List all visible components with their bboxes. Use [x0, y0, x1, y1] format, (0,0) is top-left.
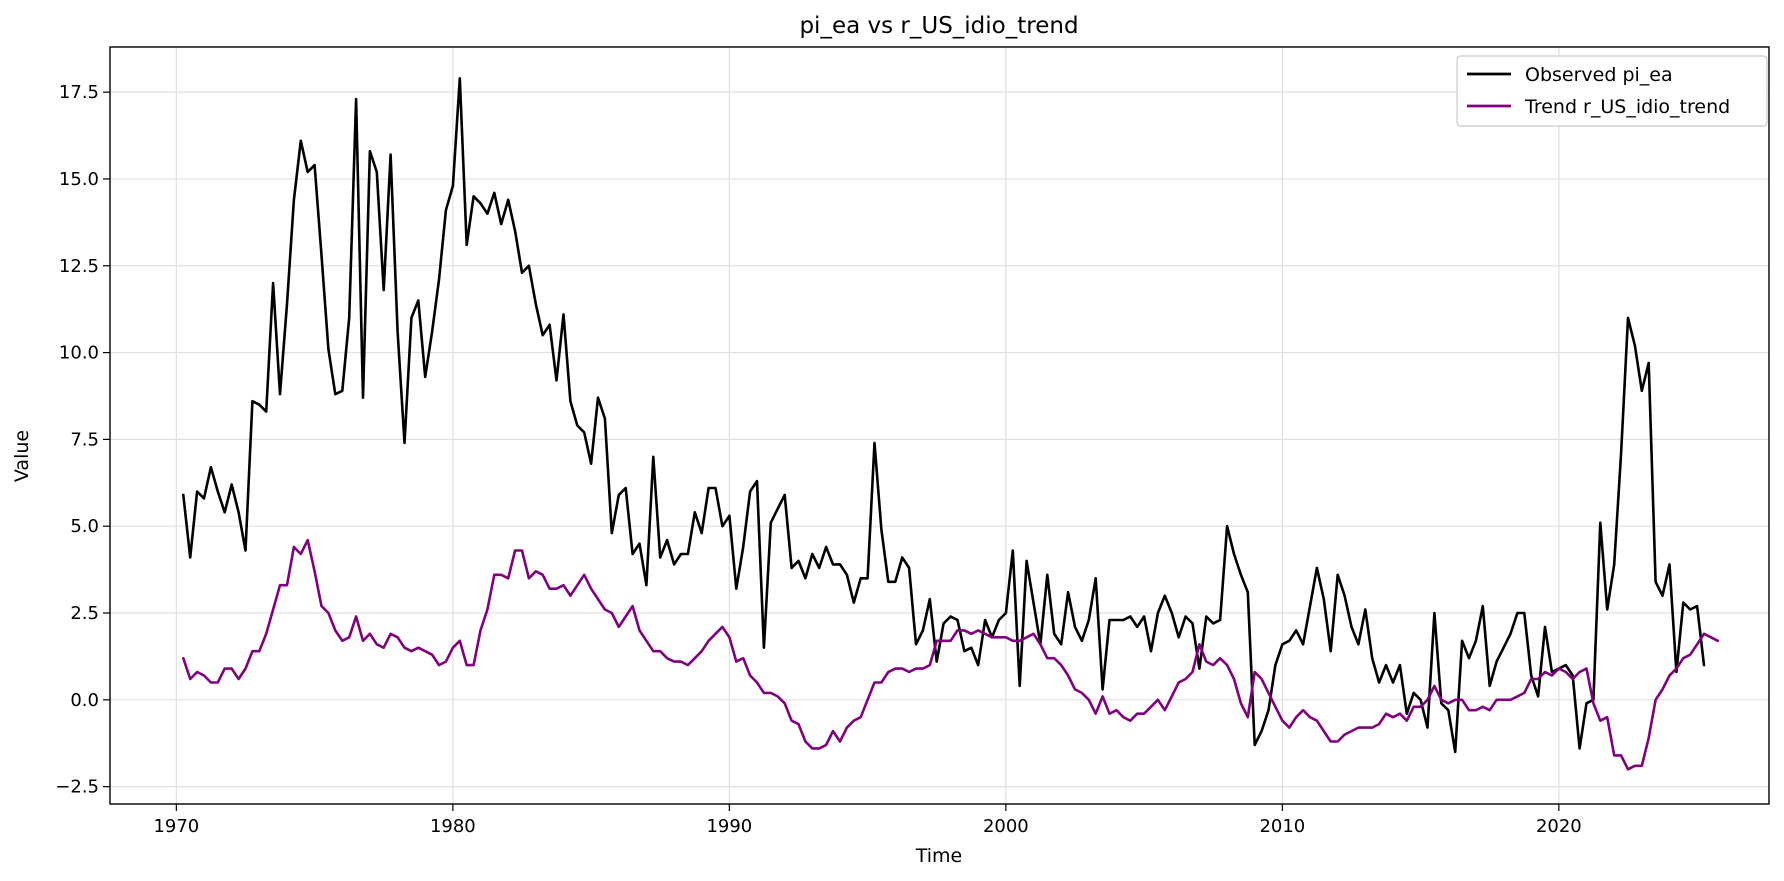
y-axis: −2.5 0.0 2.5 5.0 7.5 10.0 12.5 15.0 17.5 — [55, 82, 110, 798]
y-tick-label: 0.0 — [70, 690, 99, 711]
legend: Observed pi_ea Trend r_US_idio_trend — [1456, 55, 1768, 127]
series-layer — [182, 77, 1720, 771]
y-tick-label: 15.0 — [59, 169, 99, 190]
x-tick-label: 1990 — [706, 816, 752, 837]
y-tick-label: 10.0 — [59, 343, 99, 364]
y-tick-label: 5.0 — [70, 516, 99, 537]
legend-box — [1456, 55, 1768, 127]
plot-frame — [109, 46, 1770, 805]
series-line-trend — [182, 538, 1720, 771]
x-tick-label: 1970 — [153, 816, 199, 837]
series-line-observed — [182, 77, 1706, 754]
x-axis-title: Time — [915, 845, 963, 867]
y-tick-label: 12.5 — [59, 256, 99, 277]
x-tick-label: 1980 — [430, 816, 476, 837]
y-axis-title: Value — [11, 430, 33, 482]
x-axis: 1970 1980 1990 2000 2010 2020 — [153, 804, 1582, 837]
x-tick-label: 2020 — [1536, 816, 1582, 837]
grid — [110, 47, 1769, 804]
y-tick-label: −2.5 — [55, 777, 99, 798]
x-tick-label: 2000 — [983, 816, 1029, 837]
y-tick-label: 7.5 — [70, 429, 99, 450]
legend-label-trend: Trend r_US_idio_trend — [1524, 96, 1730, 118]
y-tick-label: 2.5 — [70, 603, 99, 624]
x-tick-label: 2010 — [1259, 816, 1305, 837]
legend-label-observed: Observed pi_ea — [1525, 64, 1673, 86]
y-tick-label: 17.5 — [59, 82, 99, 103]
chart-title: pi_ea vs r_US_idio_trend — [799, 13, 1078, 39]
